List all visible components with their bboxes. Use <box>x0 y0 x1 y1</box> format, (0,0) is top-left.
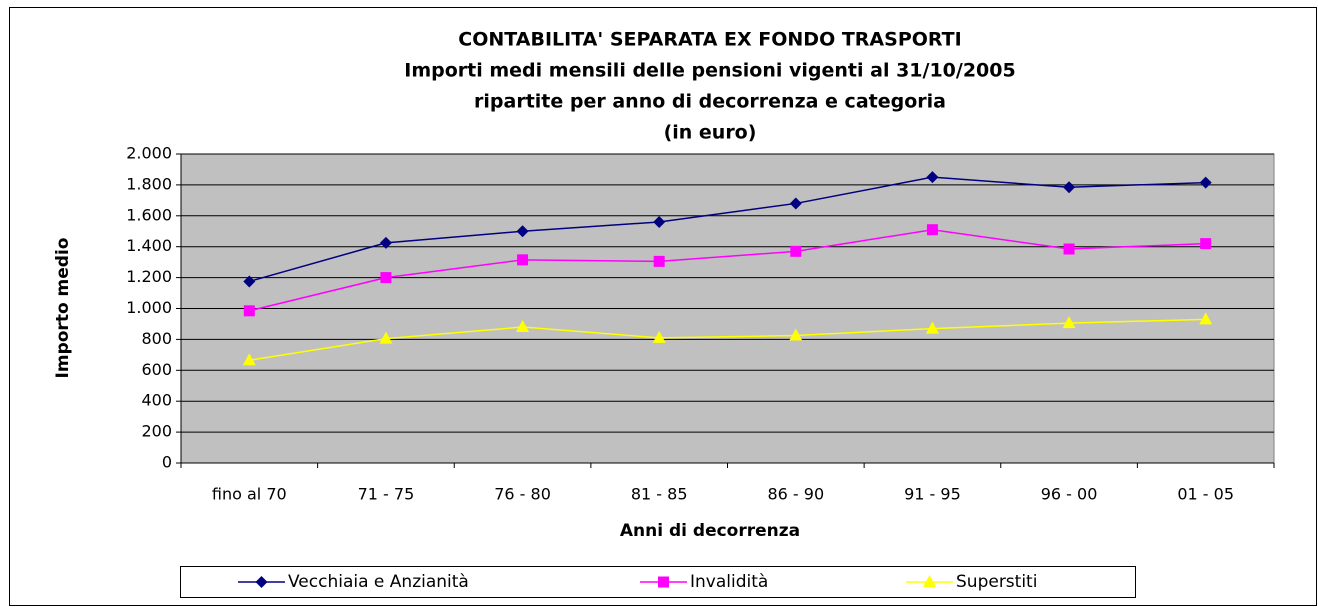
data-point <box>790 245 802 257</box>
y-tick-label: 1.400 <box>126 236 172 255</box>
legend-marker <box>658 576 669 588</box>
x-tick-label: 81 - 85 <box>631 485 688 504</box>
y-tick-label: 400 <box>141 391 172 410</box>
y-tick-label: 2.000 <box>126 144 172 163</box>
data-point <box>1199 176 1212 189</box>
data-point <box>1063 181 1076 194</box>
data-point <box>242 353 256 366</box>
y-tick-label: 0 <box>162 453 172 472</box>
x-tick-label: 01 - 05 <box>1177 485 1234 504</box>
data-point <box>652 330 666 343</box>
y-tick-label: 1.800 <box>126 174 172 193</box>
data-point <box>379 331 393 344</box>
series-line <box>249 176 1206 283</box>
data-point <box>1200 238 1212 250</box>
data-point <box>1199 312 1213 325</box>
chart-title: (in euro) <box>664 122 757 144</box>
data-point <box>1063 243 1075 255</box>
chart-title: CONTABILITA' SEPARATA EX FONDO TRASPORTI <box>458 29 961 51</box>
x-tick-label: fino al 70 <box>212 485 287 504</box>
legend-marker <box>923 575 936 587</box>
y-tick-label: 1.200 <box>126 267 172 286</box>
legend-marker <box>255 576 268 588</box>
data-point <box>925 321 939 334</box>
x-tick-label: 91 - 95 <box>904 485 961 504</box>
series-line <box>249 318 1206 361</box>
y-tick-label: 200 <box>141 422 172 441</box>
data-point <box>516 320 530 333</box>
data-point <box>789 197 802 210</box>
x-tick-label: 96 - 00 <box>1041 485 1098 504</box>
x-tick-label: 76 - 80 <box>494 485 551 504</box>
y-tick-label: 1.000 <box>126 298 172 317</box>
chart-title: Importi medi mensili delle pensioni vige… <box>404 60 1015 82</box>
y-tick-label: 1.600 <box>126 205 172 224</box>
data-point <box>243 305 255 317</box>
x-tick-label: 71 - 75 <box>358 485 415 504</box>
y-axis-label: Importo medio <box>53 238 73 379</box>
series-line <box>249 228 1206 312</box>
data-point <box>379 236 392 249</box>
data-point <box>517 254 529 266</box>
legend-label: Vecchiaia e Anzianità <box>288 572 469 592</box>
x-tick-label: 86 - 90 <box>767 485 824 504</box>
data-point <box>380 272 392 284</box>
y-tick-label: 800 <box>141 329 172 348</box>
data-point <box>1062 316 1076 329</box>
data-point <box>516 225 529 238</box>
chart-title: ripartite per anno di decorrenza e categ… <box>474 91 946 113</box>
data-point <box>789 328 803 341</box>
legend <box>180 566 1136 598</box>
data-point <box>243 275 256 288</box>
data-point <box>926 171 939 184</box>
legend-label: Superstiti <box>956 572 1037 592</box>
x-axis-label: Anni di decorrenza <box>620 521 800 541</box>
data-point <box>653 215 666 228</box>
y-tick-label: 600 <box>141 360 172 379</box>
data-point <box>653 255 665 267</box>
data-point <box>926 224 938 236</box>
legend-label: Invalidità <box>690 572 768 592</box>
